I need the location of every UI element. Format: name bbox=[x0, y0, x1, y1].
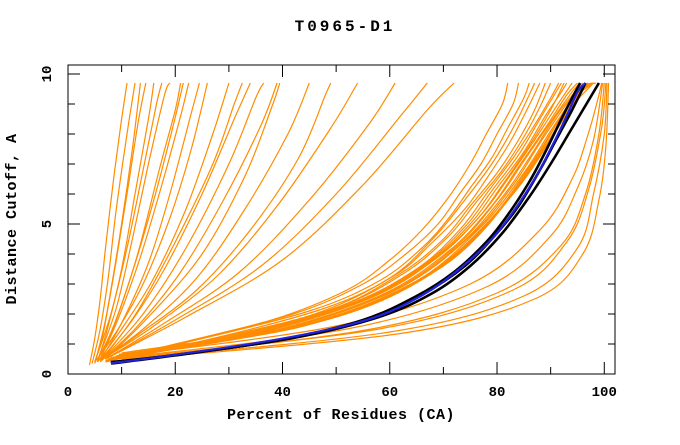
curve-orange bbox=[108, 82, 552, 360]
curves-layer bbox=[88, 82, 610, 366]
x-axis-label: Percent of Residues (CA) bbox=[227, 407, 455, 424]
curve-orange bbox=[99, 82, 190, 360]
curve-orange bbox=[99, 82, 251, 361]
curve-orange bbox=[121, 82, 603, 357]
x-tick-label: 40 bbox=[274, 385, 291, 401]
curve-blue bbox=[110, 82, 587, 365]
curve-orange bbox=[108, 82, 546, 361]
y-tick-label: 10 bbox=[40, 66, 56, 83]
curve-orange bbox=[91, 82, 136, 364]
x-tick-label: 100 bbox=[592, 385, 617, 401]
curve-orange bbox=[105, 82, 428, 360]
curve-orange bbox=[126, 82, 607, 359]
curve-orange bbox=[105, 82, 530, 362]
curve-orange bbox=[126, 82, 608, 360]
curve-orange bbox=[121, 82, 594, 354]
curve-orange bbox=[102, 82, 265, 360]
curve-orange bbox=[88, 82, 128, 366]
ticks-layer bbox=[67, 65, 615, 375]
curve-orange bbox=[94, 82, 163, 363]
curve-orange bbox=[108, 82, 541, 360]
curve-orange bbox=[110, 82, 560, 360]
curve-orange bbox=[105, 82, 281, 360]
curve-orange bbox=[105, 82, 396, 360]
y-axis-label: Distance Cutoff, A bbox=[4, 133, 21, 304]
curve-orange bbox=[99, 82, 332, 361]
curve-orange bbox=[96, 82, 171, 361]
tick-labels-layer: 0 20 40 60 80 100 0 5 10 bbox=[40, 66, 617, 401]
curve-orange bbox=[96, 82, 155, 363]
curve-orange bbox=[121, 82, 605, 360]
curve-orange bbox=[105, 82, 520, 362]
curve-orange bbox=[99, 82, 278, 363]
chart-title: T0965-D1 bbox=[295, 18, 396, 36]
x-tick-label: 0 bbox=[64, 385, 72, 401]
curve-orange bbox=[132, 82, 610, 360]
curve-orange bbox=[105, 82, 455, 360]
x-tick-label: 80 bbox=[489, 385, 506, 401]
curve-orange bbox=[99, 82, 310, 361]
curve-orange bbox=[96, 82, 184, 361]
curve-orange bbox=[102, 82, 359, 360]
plot-frame bbox=[67, 64, 616, 375]
y-tick-label: 5 bbox=[40, 220, 56, 228]
curve-orange bbox=[102, 82, 243, 360]
x-tick-label: 60 bbox=[381, 385, 398, 401]
curve-black bbox=[110, 82, 601, 364]
x-tick-label: 20 bbox=[167, 385, 184, 401]
curve-orange bbox=[94, 82, 208, 363]
curve-orange bbox=[94, 82, 147, 364]
curve-orange bbox=[97, 82, 230, 363]
y-tick-label: 0 bbox=[40, 370, 56, 378]
